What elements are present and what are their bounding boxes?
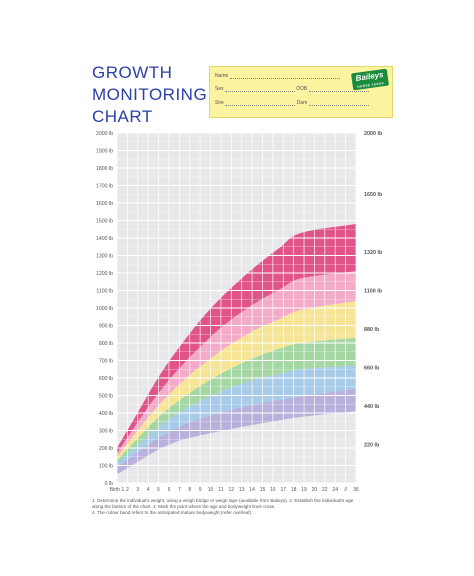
x-tick-label: 15 [260, 487, 266, 493]
title-line-2: MONITORING [92, 85, 208, 104]
y-tick-label: 1000 lb [96, 306, 113, 312]
x-tick-label: 8 [188, 487, 191, 493]
y-tick-label: 800 lb [99, 341, 113, 347]
title-line-3: CHART [92, 107, 153, 126]
x-tick-label: 22 [322, 487, 328, 493]
y-tick-label: 300 lb [99, 428, 113, 434]
y-tick-label: 1800 lb [96, 166, 113, 172]
y-tick-label: 900 lb [99, 323, 113, 329]
y-tick-label: 1200 lb [96, 271, 113, 277]
x-tick-label: // [344, 487, 347, 493]
x-tick-label: 18 [291, 487, 297, 493]
x-tick-label: 13 [239, 487, 245, 493]
x-tick-label: 6 [168, 487, 171, 493]
x-tick-label: 17 [280, 487, 286, 493]
y-tick-label: 100 lb [99, 463, 113, 469]
instruction-line: 4. The colour band refers to the anticip… [92, 510, 253, 515]
dob-field[interactable] [308, 87, 369, 92]
y-tick-label: 1900 lb [96, 148, 113, 154]
x-tick-label: 3 [136, 487, 139, 493]
y-tick-label: 1500 lb [96, 218, 113, 224]
x-tick-label: 36 [353, 487, 359, 493]
y-tick-label: 200 lb [99, 446, 113, 452]
x-tick-label: 12 [229, 487, 235, 493]
x-tick-label: 2 [126, 487, 129, 493]
x-tick-label: 11 [218, 487, 223, 493]
growth-band-1 [117, 388, 356, 475]
y-tick-label: 1600 lb [96, 201, 113, 207]
dob-label: DOB [296, 86, 308, 92]
mature-weight-label: 1100 lb [364, 288, 383, 294]
x-tick-label: 9 [199, 487, 202, 493]
y-tick-label: 500 lb [99, 393, 113, 399]
y-axis-right: 220 lb 440 lb 660 lb 880 lb 1100 lb 1320 lb 16… [364, 131, 383, 448]
instruction-line: 1. Determine the individual's weight, us… [92, 498, 354, 503]
mature-weight-label: 1650 lb [364, 192, 383, 198]
sex-label: Sex [215, 86, 224, 92]
sire-label: Sire [215, 100, 224, 106]
name-field[interactable] [229, 74, 340, 79]
name-label: Name [215, 73, 229, 79]
x-tick-label: 5 [157, 487, 160, 493]
mature-weight-label: 2000 lb [364, 131, 383, 137]
instructions: 1. Determine the individual's weight, us… [92, 498, 392, 516]
growth-band-5 [117, 271, 356, 457]
dam-label: Dam [296, 100, 308, 106]
y-tick-label: 1100 lb [96, 288, 113, 294]
x-tick-label: 7 [178, 487, 181, 493]
y-tick-label: 1700 lb [96, 183, 113, 189]
mature-weight-label: 660 lb [364, 365, 380, 371]
growth-band-2 [117, 365, 356, 468]
y-tick-label: 600 lb [99, 376, 113, 382]
grid-lines [117, 133, 356, 483]
y-axis-left: 0 lb 100 lb 200 lb 300 lb 400 lb 500 lb 600 lb… [96, 131, 113, 487]
x-tick-label: 14 [249, 487, 255, 493]
x-tick-label: 19 [301, 487, 307, 493]
sire-field[interactable] [225, 101, 296, 106]
y-tick-label: 0 lb [105, 481, 113, 487]
page-title: GROWTH MONITORING CHART [92, 62, 212, 128]
mature-weight-label: 1320 lb [364, 250, 383, 256]
mature-weight-label: 440 lb [364, 404, 380, 410]
x-tick-label: 16 [270, 487, 276, 493]
info-box: Name Sex DOB Sire Dam Baileys HORSE FEED… [209, 66, 393, 118]
y-tick-label: 700 lb [99, 358, 113, 364]
dam-field[interactable] [308, 101, 369, 106]
sex-field[interactable] [225, 87, 296, 92]
y-tick-label: 2000 lb [96, 131, 113, 137]
y-tick-label: 1300 lb [96, 253, 113, 259]
x-tick-label: 24 [332, 487, 338, 493]
x-tick-label: Birth 1 [110, 487, 125, 493]
x-tick-label: 10 [208, 487, 214, 493]
y-tick-label: 400 lb [99, 411, 113, 417]
title-line-1: GROWTH [92, 63, 173, 82]
x-tick-label: 20 [312, 487, 318, 493]
x-tick-label: 4 [147, 487, 150, 493]
growth-band-4 [117, 301, 356, 461]
instruction-line: along the bottom of the chart. 3. Mark t… [92, 504, 276, 509]
y-tick-label: 1400 lb [96, 236, 113, 242]
x-axis: Birth 1 2 3 4 5 6 7 8 9 10 11 12 13 14 15 16 17 18 19 20 22 2… [110, 487, 359, 493]
mature-weight-label: 220 lb [364, 442, 380, 448]
mature-weight-label: 880 lb [364, 327, 380, 333]
